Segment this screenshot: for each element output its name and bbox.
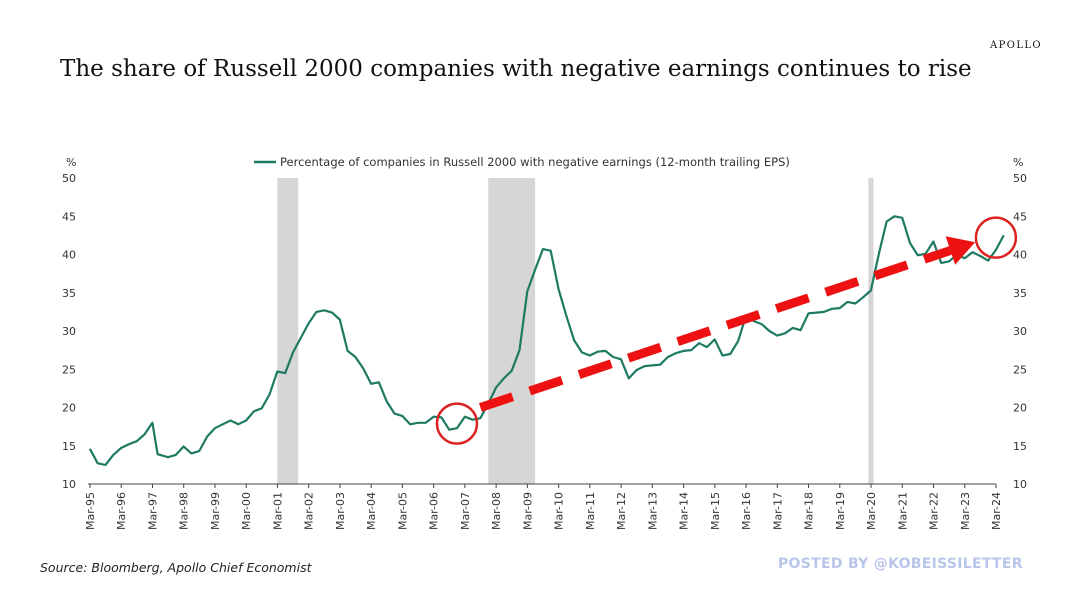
x-tick-label: Mar-11 bbox=[584, 492, 597, 530]
y-tick-label-left: 25 bbox=[62, 363, 76, 376]
x-tick-label: Mar-97 bbox=[146, 492, 159, 530]
x-tick-label: Mar-14 bbox=[678, 492, 691, 530]
brand-logo: APOLLO bbox=[990, 40, 1043, 51]
y-tick-label-right: 10 bbox=[1013, 478, 1027, 491]
y-tick-label-left: 50 bbox=[62, 172, 76, 185]
chart-title: The share of Russell 2000 companies with… bbox=[60, 56, 972, 82]
x-tick-label: Mar-05 bbox=[396, 492, 409, 530]
x-tick-label: Mar-04 bbox=[365, 492, 378, 530]
axes: 10 10 15 15 20 20 25 25 30 30 35 35 40 40 45 45 50 50% % Ma… bbox=[62, 156, 1027, 530]
x-tick-label: Mar-20 bbox=[865, 492, 878, 530]
y-tick-label-left: 10 bbox=[62, 478, 76, 491]
y-tick-label-left: 40 bbox=[62, 249, 76, 262]
recession-bands bbox=[277, 178, 874, 484]
recession-band bbox=[868, 178, 874, 484]
x-tick-label: Mar-95 bbox=[84, 492, 97, 530]
recession-band bbox=[277, 178, 299, 484]
y-tick-label-left: 15 bbox=[62, 440, 76, 453]
x-tick-label: Mar-00 bbox=[240, 492, 253, 530]
watermark: POSTED BY @KOBEISSILETTER bbox=[778, 556, 1023, 572]
y-tick-label-right: 25 bbox=[1013, 363, 1027, 376]
x-tick-label: Mar-13 bbox=[646, 492, 659, 530]
x-tick-label: Mar-16 bbox=[740, 492, 753, 530]
legend-label: Percentage of companies in Russell 2000 … bbox=[280, 155, 790, 169]
x-tick-label: Mar-01 bbox=[271, 492, 284, 530]
trend-arrow-head bbox=[945, 236, 976, 265]
source-note: Source: Bloomberg, Apollo Chief Economis… bbox=[40, 560, 312, 575]
y-unit-right: % bbox=[1013, 156, 1023, 169]
series-line bbox=[88, 215, 1005, 466]
y-tick-label-right: 40 bbox=[1013, 249, 1027, 262]
x-tick-label: Mar-03 bbox=[334, 492, 347, 530]
x-tick-label: Mar-22 bbox=[928, 492, 941, 530]
x-tick-label: Mar-21 bbox=[896, 492, 909, 530]
x-tick-label: Mar-19 bbox=[834, 492, 847, 530]
legend: Percentage of companies in Russell 2000 … bbox=[254, 155, 790, 169]
y-tick-label-right: 50 bbox=[1013, 172, 1027, 185]
y-tick-label-left: 35 bbox=[62, 287, 76, 300]
series-lines bbox=[88, 215, 1005, 466]
y-tick-label-left: 30 bbox=[62, 325, 76, 338]
y-tick-label-left: 20 bbox=[62, 402, 76, 415]
y-tick-label-right: 15 bbox=[1013, 440, 1027, 453]
y-tick-label-right: 45 bbox=[1013, 210, 1027, 223]
x-tick-label: Mar-10 bbox=[553, 492, 566, 530]
x-tick-label: Mar-15 bbox=[709, 492, 722, 530]
x-tick-label: Mar-06 bbox=[428, 492, 441, 530]
recession-band bbox=[488, 178, 536, 484]
y-tick-label-right: 20 bbox=[1013, 402, 1027, 415]
x-tick-label: Mar-23 bbox=[959, 492, 972, 530]
x-tick-label: Mar-07 bbox=[459, 492, 472, 530]
x-tick-label: Mar-08 bbox=[490, 492, 503, 530]
trend-arrow-shaft bbox=[478, 246, 952, 412]
y-tick-label-right: 30 bbox=[1013, 325, 1027, 338]
x-tick-label: Mar-99 bbox=[209, 492, 222, 530]
x-tick-label: Mar-09 bbox=[521, 492, 534, 530]
x-tick-label: Mar-17 bbox=[771, 492, 784, 530]
x-tick-label: Mar-02 bbox=[303, 492, 316, 530]
x-tick-label: Mar-18 bbox=[803, 492, 816, 530]
highlight-circle bbox=[435, 402, 479, 445]
y-tick-label-right: 35 bbox=[1013, 287, 1027, 300]
highlight-circle bbox=[974, 216, 1018, 259]
y-tick-label-left: 45 bbox=[62, 210, 76, 223]
x-tick-label: Mar-24 bbox=[990, 492, 1003, 530]
x-tick-label: Mar-96 bbox=[115, 492, 128, 530]
overlays bbox=[435, 216, 1018, 445]
x-tick-label: Mar-12 bbox=[615, 492, 628, 530]
x-tick-label: Mar-98 bbox=[178, 492, 191, 530]
y-unit-left: % bbox=[66, 156, 76, 169]
